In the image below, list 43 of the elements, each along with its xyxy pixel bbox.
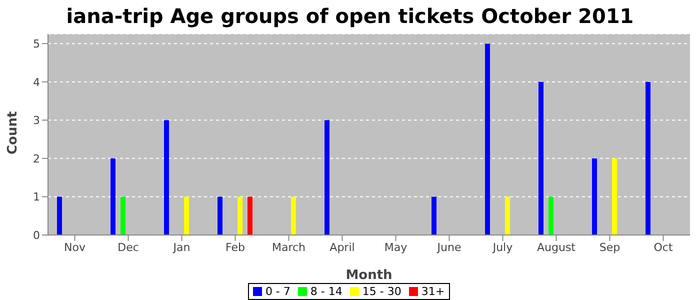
x-tick-label: Jan [172,240,190,254]
x-tick-label: Nov [64,240,86,254]
y-tick-label: 4 [33,76,40,89]
bar [646,82,650,235]
bar [110,158,116,235]
x-tick-label: April [330,240,355,254]
x-tick-label: June [436,240,462,254]
bar [485,44,490,235]
legend-label: 0 - 7 [264,285,290,298]
y-tick-label: 0 [33,228,40,242]
y-tick-label: 5 [33,37,40,50]
bar [592,158,597,235]
y-tick-label: 3 [33,114,40,128]
bar [612,158,617,235]
chart-title: iana-trip Age groups of open tickets October 2011 [65,3,635,30]
y-tick-label: 1 [33,190,40,204]
x-tick-label: Oct [654,240,674,254]
bar [432,196,436,235]
bar [120,196,126,235]
x-tick-label: May [384,240,408,254]
bar [548,196,554,235]
bar [184,196,189,235]
bar [291,196,296,235]
x-tick-label: July [492,240,514,254]
bar [248,196,252,235]
bar [218,196,222,235]
y-axis-title: Count [6,111,21,154]
x-tick-label: Feb [226,240,245,254]
legend-label: 8 - 14 [309,285,342,298]
bar [238,196,242,235]
legend-label: 15 - 30 [361,285,402,298]
bar [57,196,62,235]
x-axis-title: Month [346,268,392,283]
y-tick-label: 2 [33,152,40,166]
x-tick-label: March [272,240,306,254]
x-tick-label: Dec [118,240,139,254]
x-tick-label: Sep [599,240,620,254]
bar [324,120,330,235]
bar [505,196,510,235]
bar [538,82,544,235]
bar [164,120,169,235]
x-tick-label: August [537,240,576,254]
legend-label: 31+ [420,285,445,298]
